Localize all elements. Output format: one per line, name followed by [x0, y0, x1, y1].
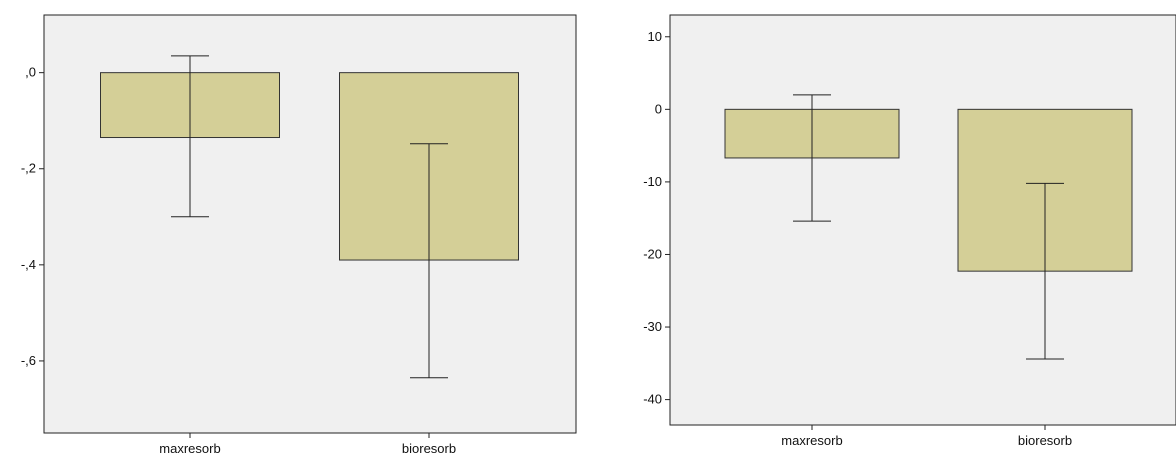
y-tick-label: 10: [648, 29, 662, 44]
x-tick-label: maxresorb: [159, 441, 220, 456]
y-tick-label: -20: [643, 246, 662, 261]
x-tick-label: bioresorb: [1018, 433, 1072, 448]
y-tick-label: -,6: [21, 353, 36, 368]
y-tick-label: -,2: [21, 161, 36, 176]
chart-right: 10 0 -10 -20 -30 -40 maxresorb bioresorb: [643, 14, 1176, 448]
y-tick-label: -10: [643, 174, 662, 189]
y-tick-label: ,0: [25, 65, 36, 80]
chart-left: ,0 -,2 -,4 -,6 maxresorb bioresorb: [21, 14, 577, 456]
y-tick-label: 0: [655, 101, 662, 116]
x-tick-label: maxresorb: [781, 433, 842, 448]
y-tick-label: -30: [643, 319, 662, 334]
y-tick-label: -,4: [21, 257, 36, 272]
x-tick-label: bioresorb: [402, 441, 456, 456]
y-tick-label: -40: [643, 392, 662, 407]
